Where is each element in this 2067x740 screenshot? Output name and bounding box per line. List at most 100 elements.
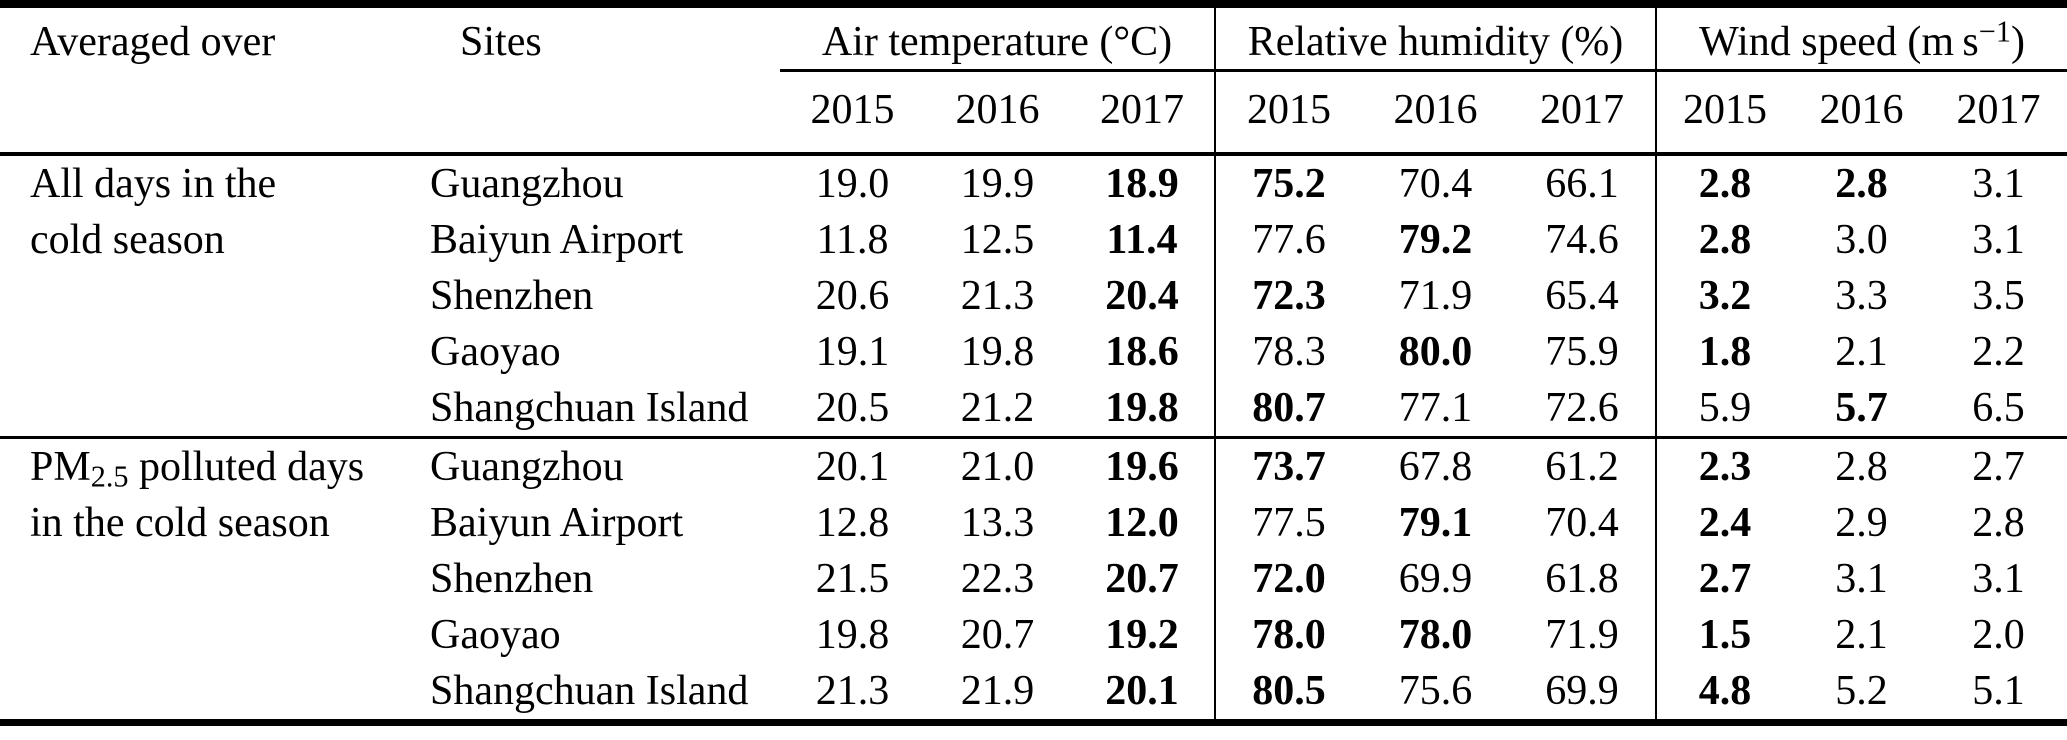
group-label-line: PM2.5 polluted days — [30, 439, 430, 495]
value-cell: 77.1 — [1362, 380, 1509, 439]
label-text: cold season — [30, 217, 225, 263]
value-cell: 11.8 — [816, 217, 889, 263]
value-cell: 79.1 — [1398, 500, 1473, 546]
value-cell: 19.0 — [815, 161, 890, 207]
value-cell: 20.6 — [815, 273, 890, 319]
value-cell: 3.1 — [1835, 556, 1888, 602]
value-cell: 20.5 — [780, 380, 925, 439]
value-cell: 20.1 — [815, 444, 890, 490]
value-cell: 78.0 — [1214, 607, 1362, 663]
wind-speed-label-prefix: Wind speed (m s — [1699, 19, 1979, 65]
label-text: in the cold season — [30, 500, 330, 546]
value-cell: 77.5 — [1214, 495, 1362, 551]
pm25-polluted-days-group: PM2.5 polluted days in the cold season Gua… — [0, 437, 2067, 723]
value-cell: 2.8 — [1835, 161, 1888, 207]
value-cell: 2.4 — [1655, 495, 1794, 551]
value-cell: 72.6 — [1509, 380, 1657, 439]
site-cell: Shenzhen — [430, 556, 594, 602]
value-cell: 11.4 — [1106, 217, 1178, 263]
value-cell: 70.4 — [1545, 500, 1619, 546]
value-cell: 80.5 — [1214, 663, 1362, 723]
value-cell: 2.8 — [1972, 500, 2025, 546]
site-cell: Baiyun Airport — [430, 217, 684, 263]
value-cell: 19.8 — [1070, 380, 1215, 439]
value-cell: 2.7 — [1972, 444, 2025, 490]
value-cell: 70.4 — [1398, 161, 1473, 207]
value-cell: 72.3 — [1214, 268, 1362, 324]
table-row: Shenzhen 21.5 22.3 20.7 72.0 69.9 61.8 2.7 3.1 3.… — [0, 551, 2067, 607]
group-label-line: cold season — [30, 212, 430, 268]
value-cell: 5.1 — [1972, 668, 2025, 714]
value-cell: 12.5 — [960, 217, 1035, 263]
value-cell: 75.6 — [1398, 668, 1473, 714]
col-header-averaged-over: Averaged over — [0, 4, 430, 156]
value-cell: 18.9 — [1105, 161, 1179, 207]
col-header-sites: Sites — [430, 4, 780, 156]
value-cell: 3.2 — [1655, 268, 1794, 324]
value-cell: 6.5 — [1930, 380, 2067, 439]
value-cell: 69.9 — [1398, 556, 1473, 602]
site-cell: Shangchuan Island — [430, 380, 780, 439]
value-cell: 3.5 — [1972, 273, 2025, 319]
value-cell: 12.8 — [815, 500, 890, 546]
value-cell: 61.8 — [1545, 556, 1619, 602]
value-cell: 71.9 — [1545, 612, 1619, 658]
site-cell: Guangzhou — [430, 444, 624, 490]
year-header-at-2016: 2016 — [925, 70, 1070, 156]
value-cell: 5.2 — [1835, 668, 1888, 714]
value-cell: 21.2 — [925, 380, 1070, 439]
table-row: Gaoyao 19.1 19.8 18.6 78.3 80.0 75.9 1.8 2.1 2.2 — [0, 324, 2067, 380]
value-cell: 2.1 — [1835, 329, 1888, 375]
year-header-rh-2016: 2016 — [1362, 70, 1509, 156]
all-days-group: All days in the cold season Guangzhou 19.0 1… — [0, 154, 2067, 439]
table-row: Shenzhen 20.6 21.3 20.4 72.3 71.9 65.4 3.2 3.3 3.… — [0, 268, 2067, 324]
value-cell: 75.2 — [1214, 154, 1362, 212]
value-cell: 1.8 — [1655, 324, 1794, 380]
group-label-line: All days in the — [30, 156, 430, 212]
value-cell: 65.4 — [1545, 273, 1619, 319]
value-cell: 21.0 — [960, 444, 1035, 490]
table-row: Baiyun Airport 11.8 12.5 11.4 77.6 79.2 74.6 2.… — [0, 212, 2067, 268]
value-cell: 20.7 — [1105, 556, 1179, 602]
year-header-ws-2017: 2017 — [1930, 70, 2067, 156]
label-text: polluted days — [128, 444, 365, 490]
value-cell: 4.8 — [1655, 663, 1794, 723]
value-cell: 19.8 — [815, 612, 890, 658]
table-row: Shangchuan Island 21.3 21.9 20.1 80.5 75.6 69.… — [0, 663, 2067, 723]
value-cell: 79.2 — [1398, 217, 1473, 263]
site-cell: Gaoyao — [430, 612, 561, 658]
value-cell: 19.9 — [960, 161, 1035, 207]
value-cell: 20.7 — [960, 612, 1035, 658]
value-cell: 2.8 — [1655, 212, 1794, 268]
wind-speed-label-suffix: ) — [2010, 19, 2025, 65]
site-cell: Shenzhen — [430, 273, 594, 319]
label-text: PM — [30, 444, 91, 490]
year-header-ws-2016: 2016 — [1793, 70, 1931, 156]
value-cell: 19.8 — [960, 329, 1035, 375]
year-header-row: 2015 2016 2017 2015 2016 2017 2015 2016 … — [0, 70, 2067, 156]
value-cell: 5.9 — [1655, 380, 1794, 439]
value-cell: 66.1 — [1545, 161, 1619, 207]
site-cell: Gaoyao — [430, 329, 561, 375]
year-header-at-2015: 2015 — [780, 70, 925, 156]
site-cell: Shangchuan Island — [430, 668, 749, 714]
table-row: PM2.5 polluted days in the cold season Gua… — [0, 437, 2067, 546]
value-cell: 2.9 — [1835, 500, 1888, 546]
relative-humidity-label: Relative humidity (%) — [1247, 19, 1624, 65]
value-cell: 2.8 — [1835, 444, 1888, 490]
value-cell: 21.5 — [815, 556, 890, 602]
value-cell: 19.1 — [815, 329, 890, 375]
value-cell: 61.2 — [1545, 444, 1619, 490]
value-cell: 19.6 — [1105, 444, 1179, 490]
value-cell: 3.3 — [1835, 273, 1888, 319]
value-cell: 78.0 — [1398, 612, 1473, 658]
value-cell: 2.2 — [1972, 329, 2025, 375]
col-group-wind-speed: Wind speed (m s−1) — [1655, 4, 2067, 72]
value-cell: 77.6 — [1214, 212, 1362, 268]
air-temperature-label: Air temperature (°C) — [821, 19, 1173, 65]
value-cell: 20.1 — [1105, 668, 1179, 714]
value-cell: 80.7 — [1214, 380, 1362, 439]
table-row: Baiyun Airport 12.8 13.3 12.0 77.5 79.1 70.4 2.… — [0, 495, 2067, 551]
table-row: All days in the cold season Guangzhou 19.0 1… — [0, 154, 2067, 439]
subscript-text: 2.5 — [90, 459, 129, 494]
